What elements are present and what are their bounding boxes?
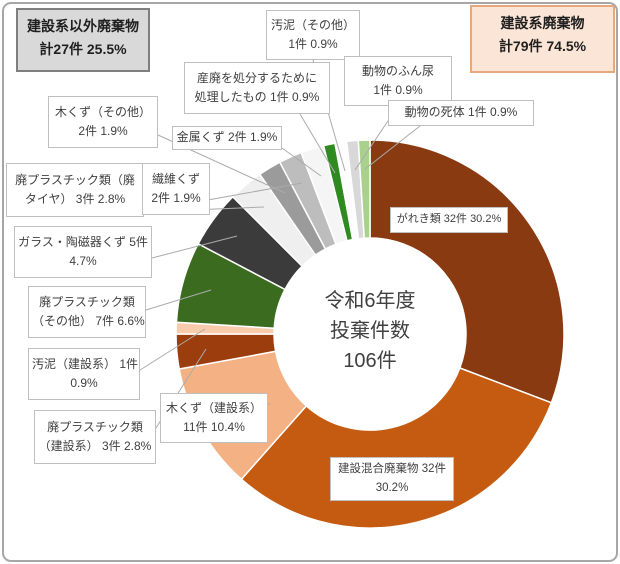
donut-center-label: 令和6年度 投棄件数 106件 — [270, 286, 470, 376]
label-kensetsu-kongo-l1: 建設混合廃棄物 32件 — [338, 463, 446, 476]
label-shitai-text: 動物の死体 1件 0.9% — [404, 105, 518, 120]
label-kinzoku-kuzu-text: 金属くず 2件 1.9% — [176, 130, 278, 145]
label-sanpai-shori: 産廃を処分するために 処理したもの 1件 0.9% — [184, 62, 330, 114]
center-fiscal-year: 令和6年度 — [324, 290, 416, 312]
summary-box-construction: 建設系廃棄物 計79件 74.5% — [470, 5, 615, 73]
summary-non-construction-value: 計27件 25.5% — [39, 41, 127, 58]
label-funnyo: 動物のふん尿 1件 0.9% — [344, 56, 452, 106]
label-sanpai-shori-l2: 処理したもの 1件 0.9% — [194, 90, 320, 104]
label-kikuzu-sonota-l2: 2件 1.9% — [78, 124, 128, 138]
label-odei-sonota-l1: 汚泥（その他） — [270, 17, 355, 32]
center-total-count: 106件 — [343, 350, 397, 372]
label-pla-tire-l1: 廃プラスチック類（廃 — [15, 172, 135, 187]
label-kikuzu-sonota-l1: 木くず（その他） — [54, 104, 151, 119]
label-kensetsu-kongo: 建設混合廃棄物 32件 30.2% — [330, 457, 454, 501]
leader-line — [364, 125, 421, 170]
label-pla-sonota: 廃プラスチック類 （その他） 7件 6.6% — [28, 286, 146, 338]
summary-box-non-construction: 建設系以外廃棄物 計27件 25.5% — [16, 8, 150, 72]
leader-line — [281, 147, 322, 177]
label-kinzoku-kuzu: 金属くず 2件 1.9% — [172, 126, 282, 150]
leader-line — [145, 289, 212, 311]
leader-line — [207, 182, 303, 201]
label-pla-tire-l2: タイヤ） 3件 2.8% — [24, 192, 126, 206]
summary-non-construction-title: 建設系以外廃棄物 — [27, 18, 139, 34]
label-funnyo-l1: 動物のふん尿 — [361, 63, 434, 78]
label-seni-kuzu-l2: 2件 1.9% — [151, 191, 201, 205]
label-pla-kensetsu-l2: （建設系） 3件 2.8% — [38, 439, 152, 453]
label-odei-sonota: 汚泥（その他） 1件 0.9% — [266, 10, 360, 60]
summary-construction-value: 計79件 74.5% — [498, 38, 587, 55]
label-seni-kuzu: 繊維くず 2件 1.9% — [142, 163, 210, 215]
label-kikuzu-kensetsu-l1: 木くず（建設系） — [165, 400, 262, 415]
label-gareki-text: がれき類 32件 30.2% — [396, 213, 502, 226]
label-shitai: 動物の死体 1件 0.9% — [388, 100, 534, 126]
label-odei-sonota-l2: 1件 0.9% — [288, 37, 338, 51]
label-sanpai-shori-l1: 産廃を処分するために — [196, 70, 317, 85]
label-kikuzu-kensetsu-l2: 11件 10.4% — [183, 420, 245, 434]
summary-construction-title: 建設系廃棄物 — [500, 15, 585, 31]
leader-line — [299, 113, 336, 174]
label-odei-kensetsu: 汚泥（建設系） 1件 0.9% — [28, 348, 140, 400]
pie-slice-shitai[interactable] — [357, 139, 371, 239]
label-kikuzu-kensetsu: 木くず（建設系） 11件 10.4% — [160, 393, 268, 443]
pie-slice-kensetsu-kongo[interactable] — [240, 367, 553, 529]
label-kikuzu-sonota: 木くず（その他） 2件 1.9% — [48, 96, 158, 148]
label-glass-tojiki-l1: ガラス・陶磁器くず 5件 — [18, 234, 148, 249]
label-seni-kuzu-l1: 繊維くず — [151, 171, 200, 186]
label-pla-kensetsu: 廃プラスチック類 （建設系） 3件 2.8% — [34, 410, 156, 464]
label-pla-kensetsu-l1: 廃プラスチック類 — [47, 419, 143, 434]
leader-line — [151, 235, 238, 259]
label-odei-kensetsu-l2: 0.9% — [70, 376, 98, 390]
label-funnyo-l2: 1件 0.9% — [373, 83, 423, 97]
label-pla-tire: 廃プラスチック類（廃 タイヤ） 3件 2.8% — [6, 163, 144, 217]
label-pla-sonota-l2: （その他） 7件 6.6% — [32, 314, 145, 328]
label-kensetsu-kongo-l2: 30.2% — [375, 482, 409, 494]
label-glass-tojiki: ガラス・陶磁器くず 5件 4.7% — [14, 226, 152, 278]
label-gareki: がれき類 32件 30.2% — [390, 207, 508, 233]
label-glass-tojiki-l2: 4.7% — [69, 254, 97, 268]
label-pla-sonota-l1: 廃プラスチック類 — [39, 294, 135, 309]
leader-line — [139, 328, 206, 371]
center-metric-name: 投棄件数 — [330, 320, 410, 342]
label-odei-kensetsu-l1: 汚泥（建設系） 1件 — [32, 356, 139, 371]
pie-slice-gareki[interactable] — [369, 139, 565, 404]
